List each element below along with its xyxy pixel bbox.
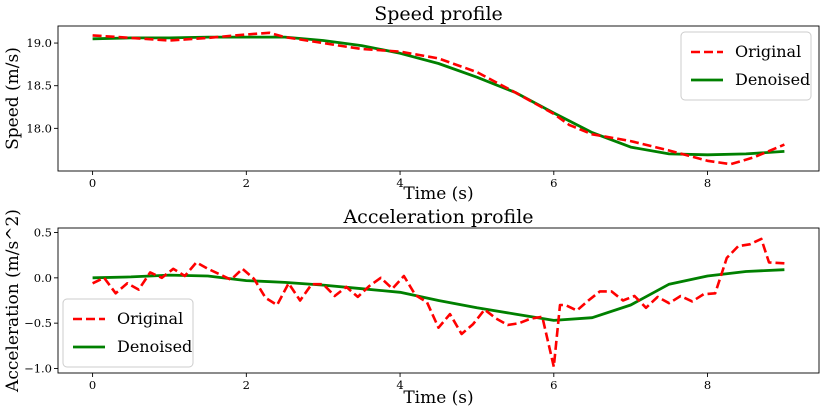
accel-axes-frame [57, 227, 820, 374]
speed-xtick-label: 4 [396, 176, 403, 190]
accel-xtick-label: 4 [396, 378, 403, 392]
accel-chart-title: Acceleration profile [342, 206, 533, 228]
accel-legend-box [62, 298, 194, 368]
accel-xtick-label: 2 [243, 378, 250, 392]
speed-legend: Original Denoised [680, 31, 812, 101]
speed-chart: Speed profile 0 2 4 6 8 18.0 18.5 19.0 Time (s) Sp… [3, 3, 820, 204]
accel-xtick-label: 8 [704, 378, 711, 392]
speed-legend-box [680, 31, 812, 101]
accel-ytick-label: −1.0 [24, 361, 52, 375]
accel-series-denoised-line [92, 268, 785, 322]
speed-series-group [92, 31, 785, 166]
speed-xtick-label: 2 [243, 176, 250, 190]
speed-ylabel: Speed (m/s) [3, 47, 23, 150]
accel-chart: Acceleration profile 0 2 4 6 8 −1.0 −0.5 0.0 0.5 T… [3, 206, 820, 408]
accel-ytick-label: 0.5 [34, 226, 52, 240]
speed-legend-original-label: Original [735, 42, 801, 61]
accel-series-group [92, 237, 785, 369]
accel-legend: Original Denoised [62, 298, 194, 368]
speed-axes-frame [57, 25, 820, 172]
speed-ytick-label: 19.0 [26, 36, 52, 50]
accel-xtick-label: 6 [550, 378, 557, 392]
accel-ytick-label: 0.0 [34, 271, 52, 285]
accel-xlabel: Time (s) [403, 388, 473, 408]
speed-series-original-line [92, 31, 785, 166]
accel-legend-original-label: Original [117, 309, 183, 328]
speed-ytick-label: 18.0 [26, 121, 52, 135]
speed-xtick-label: 0 [89, 176, 96, 190]
accel-series-original-line [92, 237, 785, 369]
speed-legend-denoised-label: Denoised [735, 70, 810, 89]
accel-ytick-label: −0.5 [24, 316, 52, 330]
speed-xtick-label: 8 [704, 176, 711, 190]
speed-xtick-label: 6 [550, 176, 557, 190]
accel-xtick-label: 0 [89, 378, 96, 392]
accel-ylabel: Acceleration (m/s^2) [3, 209, 23, 393]
speed-ytick-label: 18.5 [26, 79, 52, 93]
accel-legend-denoised-label: Denoised [117, 337, 192, 356]
speed-xlabel: Time (s) [403, 184, 473, 204]
speed-chart-title: Speed profile [374, 3, 503, 25]
speed-series-denoised-line [92, 35, 785, 157]
